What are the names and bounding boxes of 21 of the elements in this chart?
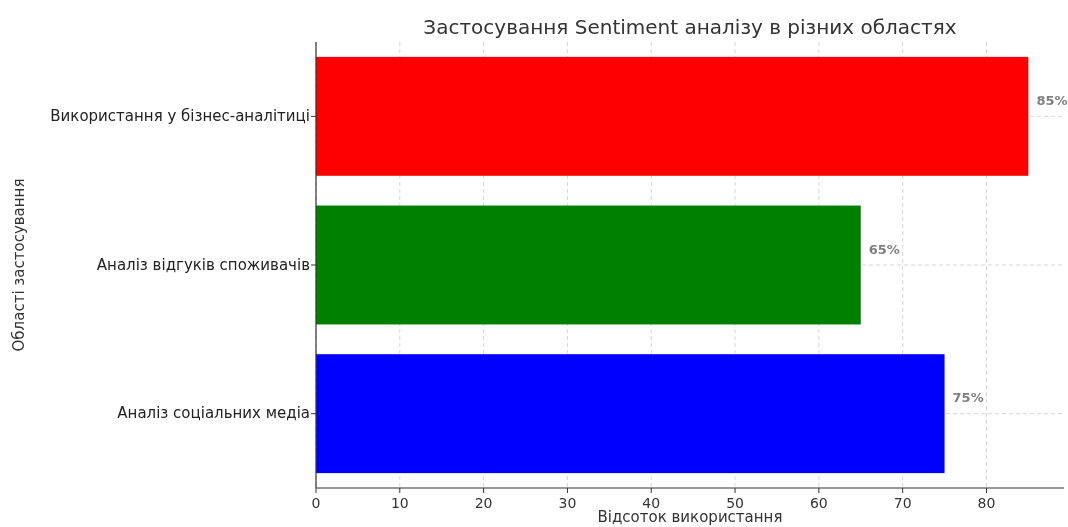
- x-tick-label: 20: [474, 495, 493, 511]
- data-label: 65%: [868, 241, 900, 257]
- bar: [316, 56, 1029, 176]
- bar: [316, 205, 861, 325]
- x-tick-label: 40: [642, 495, 661, 511]
- chart-title: Застосування Sentiment аналізу в різних областях: [423, 15, 957, 39]
- x-tick-label: 10: [390, 495, 409, 511]
- x-tick-label: 50: [726, 495, 744, 511]
- x-tick-label: 60: [809, 495, 828, 511]
- y-tick-label: Аналіз відгуків споживачів: [96, 255, 310, 274]
- y-tick-label: Аналіз соціальних медіа: [117, 404, 310, 423]
- bar: [316, 354, 945, 474]
- x-tick-label: 30: [558, 495, 577, 511]
- x-tick-label: 0: [311, 495, 321, 511]
- y-axis-title: Області застосування: [10, 178, 28, 352]
- data-label: 75%: [952, 390, 984, 406]
- y-tick-label: Використання у бізнес-аналітиці: [50, 106, 310, 125]
- data-label: 85%: [1036, 92, 1068, 108]
- x-tick-label: 70: [893, 495, 912, 511]
- x-tick-label: 80: [977, 495, 996, 511]
- x-axis-title: Відсоток використання: [597, 508, 783, 526]
